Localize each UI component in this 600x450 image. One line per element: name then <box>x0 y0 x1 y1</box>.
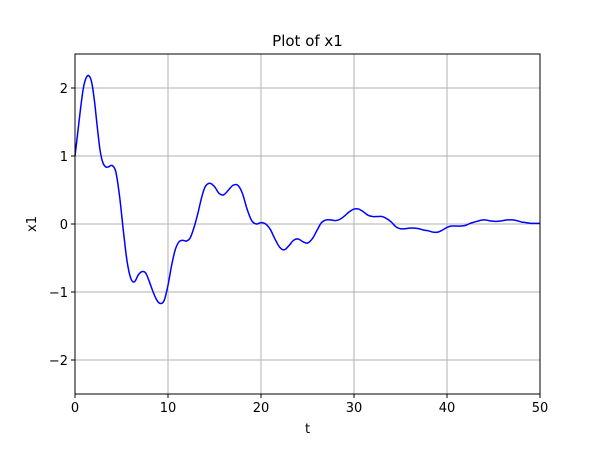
y-tick-label: 0 <box>60 218 68 233</box>
y-tick-label: −1 <box>49 286 68 301</box>
ticks: 0 10 20 30 40 50 −2 −1 0 1 2 <box>49 82 548 416</box>
y-axis-label: x1 <box>25 216 40 232</box>
y-tick-label: −2 <box>49 354 68 369</box>
x-tick-label: 0 <box>71 401 79 416</box>
x-tick-label: 10 <box>160 401 177 416</box>
x-tick-label: 20 <box>253 401 270 416</box>
y-tick-label: 1 <box>60 150 68 165</box>
chart-title: Plot of x1 <box>272 32 343 50</box>
x-tick-label: 30 <box>346 401 363 416</box>
series-line-x1 <box>74 74 540 305</box>
x-axis-label: t <box>305 422 310 437</box>
y-tick-label: 2 <box>60 82 68 97</box>
series-layer <box>74 74 540 305</box>
x-tick-label: 40 <box>439 401 456 416</box>
x-tick-label: 50 <box>532 401 549 416</box>
